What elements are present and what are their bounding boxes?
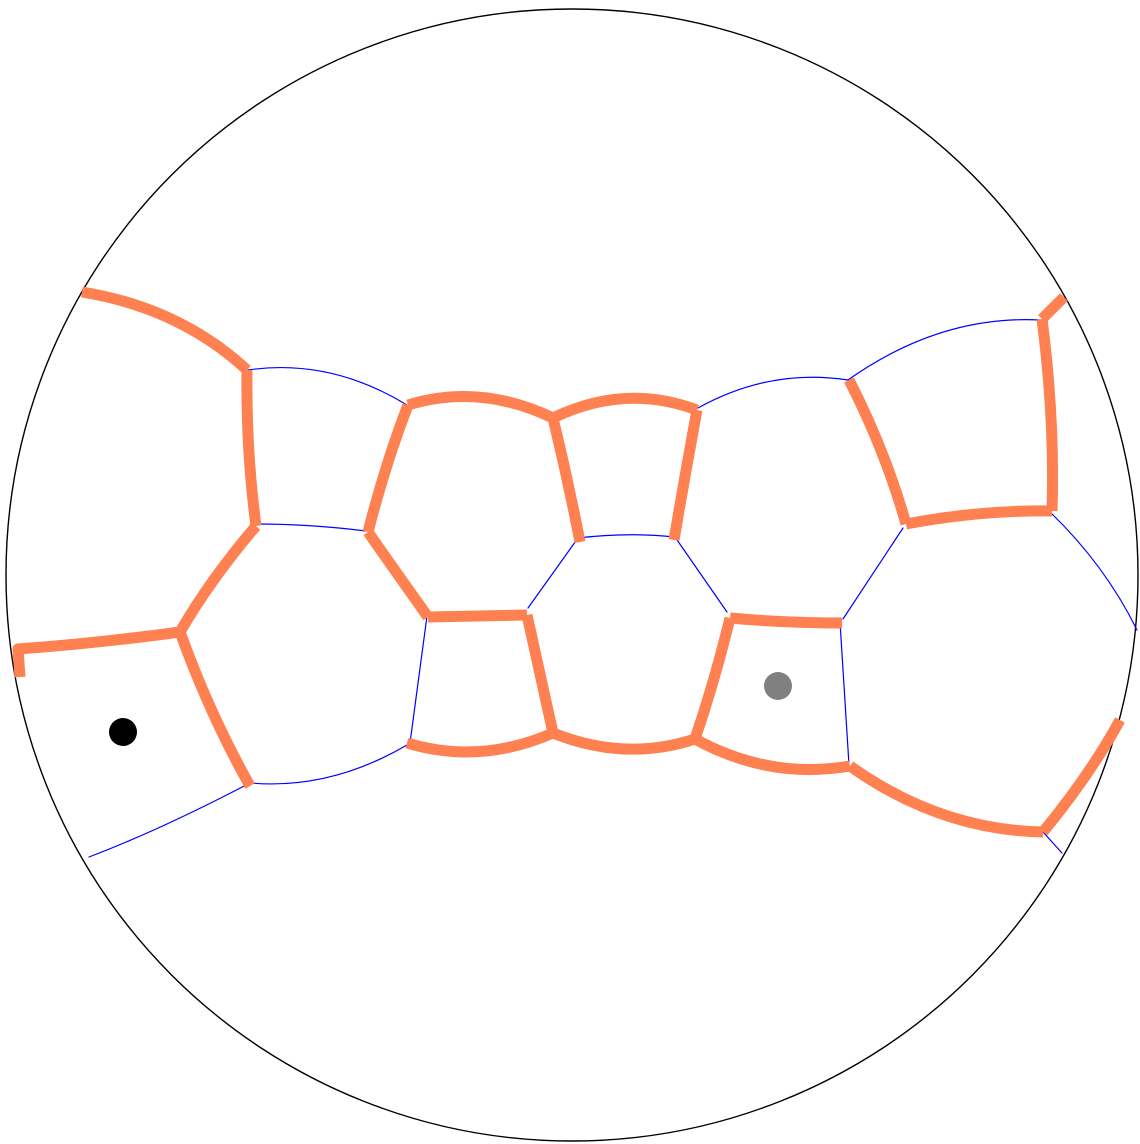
thin-edge <box>577 534 676 539</box>
thick-edge <box>241 369 262 527</box>
thin-edge <box>1049 511 1138 631</box>
thick-edge <box>1036 318 1059 512</box>
thick-edge <box>1038 293 1068 323</box>
thin-edge <box>409 615 428 744</box>
thin-edge <box>249 744 408 785</box>
thick-edge <box>846 761 1044 838</box>
thick-edge <box>1038 717 1125 836</box>
thick-edge <box>689 616 736 741</box>
thick-edge <box>363 528 433 621</box>
disk-boundary <box>5 8 1139 1142</box>
thick-edge <box>521 613 559 735</box>
thick-edge <box>174 630 255 789</box>
thin-edge <box>255 523 367 532</box>
thin-edge <box>527 537 579 609</box>
thick-edge <box>904 505 1053 530</box>
thick-edge <box>81 286 251 375</box>
thick-edge <box>692 734 851 776</box>
thick-edge <box>12 626 181 678</box>
thin-edge <box>88 782 251 858</box>
thin-edge <box>839 621 850 766</box>
thick-edge <box>729 612 843 629</box>
thick-edge <box>550 392 699 423</box>
thin-edge <box>842 527 904 620</box>
thin-edge <box>247 366 408 406</box>
thin-edge <box>847 319 1041 381</box>
thin-edge <box>674 536 728 613</box>
thin-edges <box>88 319 1138 858</box>
thin-edge <box>1042 831 1063 854</box>
thick-edge <box>547 416 586 544</box>
thick-edge <box>668 409 703 541</box>
thick-edges <box>12 286 1125 838</box>
thick-edge <box>362 403 414 534</box>
thick-edge <box>427 609 528 623</box>
thick-edge <box>406 391 556 423</box>
end-marker <box>764 672 792 700</box>
start-marker <box>109 718 137 746</box>
thick-edge <box>550 727 697 755</box>
thin-edge <box>697 376 849 409</box>
thick-edge <box>844 377 912 526</box>
thick-edge <box>405 727 556 758</box>
thick-edge <box>175 522 261 635</box>
